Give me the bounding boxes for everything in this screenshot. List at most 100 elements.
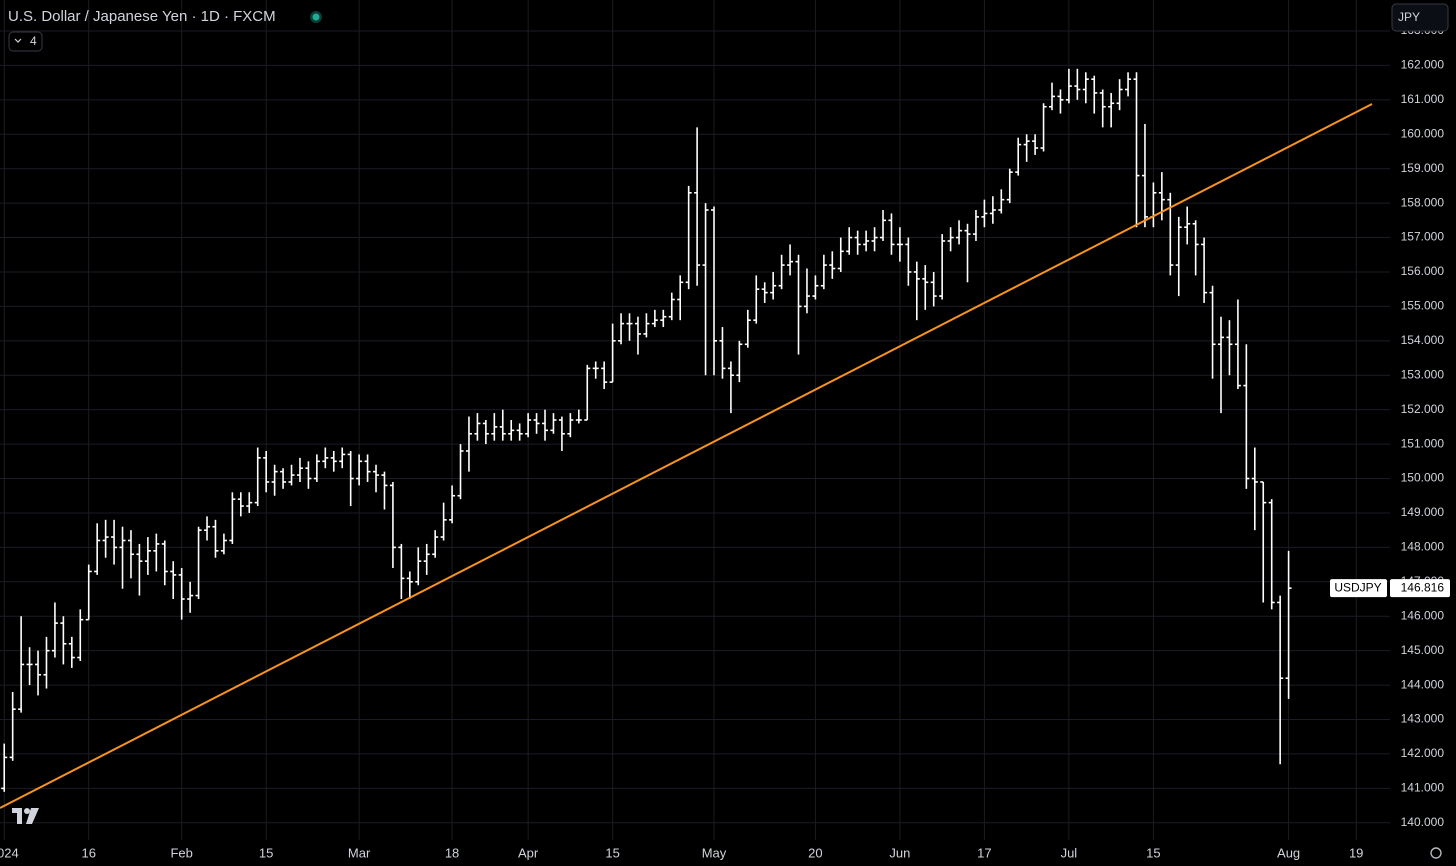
y-tick-label: 140.000 xyxy=(1401,815,1445,829)
ohlc-bar xyxy=(1023,134,1030,162)
ohlc-bar xyxy=(356,454,363,486)
settings-icon[interactable] xyxy=(1430,847,1442,859)
y-tick-label: 142.000 xyxy=(1401,746,1445,760)
y-tick-label: 141.000 xyxy=(1401,781,1445,795)
ohlc-bar xyxy=(1277,595,1284,765)
ohlc-bar xyxy=(305,461,312,489)
x-tick-label: Aug xyxy=(1277,845,1300,860)
ohlc-bar xyxy=(364,454,371,482)
ohlc-bar xyxy=(1065,68,1072,104)
ohlc-bar xyxy=(406,571,413,600)
status-dot xyxy=(312,13,320,21)
ohlc-bar xyxy=(373,464,380,493)
ohlc-bar xyxy=(964,223,971,283)
ohlc-bar xyxy=(820,254,827,290)
ohlc-bar xyxy=(592,361,599,379)
ohlc-bar xyxy=(846,227,853,255)
ohlc-bar xyxy=(170,561,177,600)
ohlc-bar xyxy=(254,447,261,507)
x-tick-label: 18 xyxy=(445,845,459,860)
y-tick-label: 150.000 xyxy=(1401,471,1445,485)
ohlc-bar xyxy=(9,691,16,761)
ohlc-bar xyxy=(237,492,244,517)
ohlc-bar xyxy=(18,616,25,713)
ohlc-bar xyxy=(26,647,33,686)
ohlc-bar xyxy=(533,413,540,434)
y-tick-label: 162.000 xyxy=(1401,58,1445,72)
y-tick-label: 146.000 xyxy=(1401,608,1445,622)
x-tick-label: 19 xyxy=(1349,845,1363,860)
y-tick-label: 153.000 xyxy=(1401,367,1445,381)
ohlc-bar xyxy=(651,309,658,328)
price-axis-bg xyxy=(1390,0,1456,866)
ohlc-bar xyxy=(271,464,278,496)
ohlc-bar xyxy=(778,254,785,290)
ohlc-bar xyxy=(94,523,101,575)
ohlc-bar xyxy=(85,564,92,621)
ohlc-bar xyxy=(1141,123,1148,228)
ohlc-bar xyxy=(263,450,270,493)
ohlc-bar xyxy=(787,244,794,276)
x-tick-label: 15 xyxy=(259,845,273,860)
x-tick-label: 16 xyxy=(81,845,95,860)
y-tick-label: 152.000 xyxy=(1401,402,1445,416)
ohlc-bar xyxy=(812,275,819,300)
y-tick-label: 155.000 xyxy=(1401,299,1445,313)
ohlc-bar xyxy=(474,413,481,441)
ohlc-bar xyxy=(144,537,151,575)
ohlc-bar xyxy=(1006,168,1013,204)
ohlc-bar xyxy=(643,313,650,338)
ohlc-bar xyxy=(178,568,185,620)
y-tick-label: 148.000 xyxy=(1401,540,1445,554)
ohlc-bar xyxy=(736,340,743,383)
ohlc-bar xyxy=(111,519,118,565)
ohlc-bar xyxy=(1260,481,1267,603)
ohlc-bar xyxy=(744,309,751,348)
ohlc-bar xyxy=(398,543,405,600)
ohlc-bar xyxy=(229,492,236,544)
ohlc-bar xyxy=(1099,89,1106,128)
ohlc-bar xyxy=(1175,216,1182,297)
ohlc-bar xyxy=(719,327,726,379)
y-tick-label: 154.000 xyxy=(1401,333,1445,347)
ohlc-bar xyxy=(550,413,557,434)
ohlc-bar xyxy=(35,650,42,696)
last-price-bg xyxy=(1390,579,1450,598)
ohlc-bar xyxy=(1184,206,1191,245)
x-tick-label: Mar xyxy=(348,845,371,860)
currency-button[interactable] xyxy=(1391,3,1449,32)
ohlc-bar xyxy=(1268,499,1275,610)
ohlc-bar xyxy=(1040,103,1047,152)
ohlc-bar xyxy=(423,543,430,575)
ohlc-bar xyxy=(1074,68,1081,100)
ohlc-bar xyxy=(432,530,439,558)
ohlc-bar xyxy=(753,275,760,324)
ohlc-bar xyxy=(567,413,574,438)
ohlc-bar xyxy=(1082,72,1089,104)
ohlc-bar xyxy=(102,519,109,558)
ohlc-bar xyxy=(871,227,878,252)
ohlc-bar xyxy=(854,230,861,255)
ohlc-bar xyxy=(668,292,675,321)
ohlc-bar xyxy=(51,602,58,658)
ohlc-bar xyxy=(246,492,253,513)
ohlc-bar xyxy=(837,237,844,272)
ohlc-bar xyxy=(1091,75,1098,114)
ohlc-bar xyxy=(127,530,134,579)
y-tick-label: 151.000 xyxy=(1401,436,1445,450)
ohlc-bar xyxy=(1285,550,1292,699)
ohlc-bar xyxy=(508,420,515,441)
ohlc-bar xyxy=(896,227,903,262)
ohlc-bar xyxy=(930,271,937,307)
bars xyxy=(1,68,1292,792)
ohlc-bar xyxy=(1015,137,1022,176)
indicator-badge[interactable] xyxy=(8,31,43,52)
ohlc-bar xyxy=(339,447,346,469)
ohlc-bar xyxy=(220,533,227,555)
ohlc-bar xyxy=(440,502,447,541)
ohlc-bar xyxy=(1192,220,1199,276)
ohlc-bar xyxy=(119,526,126,589)
ohlc-bar xyxy=(280,468,287,489)
last-price: 146.816 xyxy=(1401,580,1445,594)
ohlc-bar xyxy=(415,547,422,586)
